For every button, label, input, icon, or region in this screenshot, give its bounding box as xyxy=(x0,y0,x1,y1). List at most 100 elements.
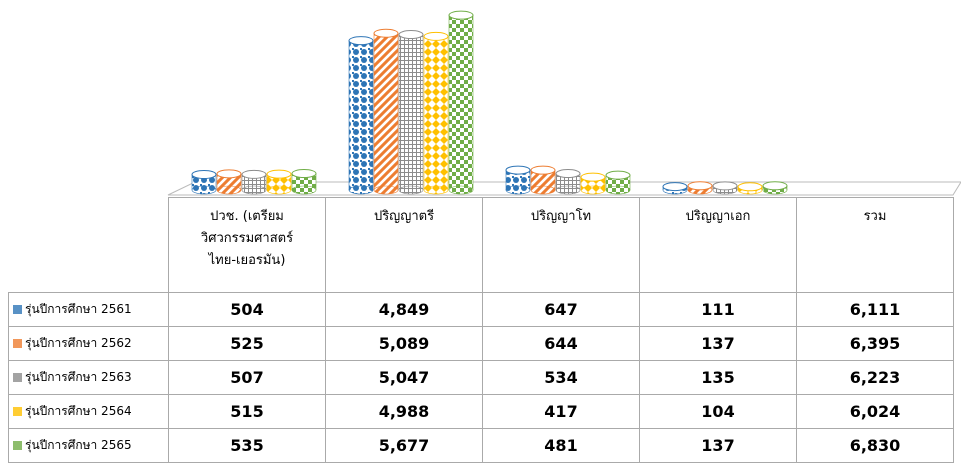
bar xyxy=(216,169,242,195)
value-cell: 6,395 xyxy=(796,326,954,361)
value-cell: 5,089 xyxy=(325,326,483,361)
bar xyxy=(291,169,317,195)
value-cell: 137 xyxy=(639,428,797,463)
legend-key xyxy=(13,305,22,314)
bar-base xyxy=(348,185,374,195)
bar-body xyxy=(348,40,374,191)
bar xyxy=(530,165,556,195)
category-label: รวม xyxy=(796,197,954,293)
bar-top xyxy=(762,181,788,191)
bar xyxy=(373,28,399,195)
value-cell: 6,830 xyxy=(796,428,954,463)
bar-top xyxy=(266,169,292,179)
bar-top xyxy=(505,165,531,175)
legend-key xyxy=(13,339,22,348)
value-cell: 111 xyxy=(639,292,797,327)
category-label: ปวช. (เตรียม วิศวกรรมศาสตร์ ไทย-เยอรมัน) xyxy=(168,197,326,293)
legend-entry: รุ่นปีการศึกษา 2563 xyxy=(8,360,169,395)
bar-base xyxy=(291,185,317,195)
bar-base xyxy=(373,185,399,195)
series-row: รุ่นปีการศึกษา 2562 525 5,089 644 137 6,395 xyxy=(8,326,954,361)
legend-label: รุ่นปีการศึกษา 2563 xyxy=(25,370,132,384)
bar-top xyxy=(712,181,738,191)
bar-base xyxy=(605,185,631,195)
legend-key xyxy=(13,373,22,382)
bar-top xyxy=(291,169,317,179)
bar-top xyxy=(448,10,474,20)
legend-key xyxy=(13,407,22,416)
bar-base xyxy=(555,185,581,195)
bar-top xyxy=(241,169,267,179)
value-cell: 135 xyxy=(639,360,797,395)
value-cell: 4,988 xyxy=(325,394,483,429)
bar-body xyxy=(448,14,474,191)
value-cell: 5,047 xyxy=(325,360,483,395)
value-cell: 137 xyxy=(639,326,797,361)
value-cell: 535 xyxy=(168,428,326,463)
bar-base xyxy=(216,185,242,195)
header-row: ปวช. (เตรียม วิศวกรรมศาสตร์ ไทย-เยอรมัน)… xyxy=(9,197,954,293)
bar-base xyxy=(191,185,217,195)
value-cell: 647 xyxy=(482,292,640,327)
series-row: รุ่นปีการศึกษา 2565 535 5,677 481 137 6,830 xyxy=(8,428,954,463)
bar-base xyxy=(448,185,474,195)
legend-label: รุ่นปีการศึกษา 2564 xyxy=(25,404,132,418)
legend-entry: รุ่นปีการศึกษา 2562 xyxy=(8,326,169,361)
bar-top xyxy=(348,36,374,46)
value-cell: 5,677 xyxy=(325,428,483,463)
bar xyxy=(191,169,217,195)
bar-top xyxy=(216,169,242,179)
bar-top xyxy=(605,170,631,180)
bar-base xyxy=(398,185,424,195)
bar-top xyxy=(191,169,217,179)
bar xyxy=(505,165,531,195)
bar-top xyxy=(423,31,449,41)
category-label: ปริญญาเอก xyxy=(639,197,797,293)
table-body: ปวช. (เตรียม วิศวกรรมศาสตร์ ไทย-เยอรมัน)… xyxy=(8,197,954,463)
value-cell: 4,849 xyxy=(325,292,483,327)
value-cell: 6,223 xyxy=(796,360,954,395)
value-cell: 534 xyxy=(482,360,640,395)
bar xyxy=(737,182,763,195)
legend-label: รุ่นปีการศึกษา 2562 xyxy=(25,336,132,350)
bar xyxy=(266,169,292,195)
bar-top xyxy=(580,172,606,182)
bar-body xyxy=(423,36,449,191)
bar xyxy=(662,182,688,195)
series-row: รุ่นปีการศึกษา 2564 515 4,988 417 104 6,024 xyxy=(8,394,954,429)
bar xyxy=(687,181,713,195)
bar xyxy=(448,10,474,195)
category-label: ปริญญาโท xyxy=(482,197,640,293)
floor xyxy=(167,181,961,196)
value-cell: 104 xyxy=(639,394,797,429)
legend-entry: รุ่นปีการศึกษา 2565 xyxy=(8,428,169,463)
legend-label: รุ่นปีการศึกษา 2561 xyxy=(25,302,132,316)
value-cell: 515 xyxy=(168,394,326,429)
bar-base xyxy=(266,185,292,195)
legend-entry: รุ่นปีการศึกษา 2561 xyxy=(8,292,169,327)
bar xyxy=(241,169,267,195)
value-cell: 525 xyxy=(168,326,326,361)
legend-label: รุ่นปีการศึกษา 2565 xyxy=(25,438,132,452)
bar-base xyxy=(505,185,531,195)
bar-base xyxy=(423,185,449,195)
bar xyxy=(555,169,581,195)
bar xyxy=(605,170,631,195)
bar-top xyxy=(737,182,763,192)
value-cell: 481 xyxy=(482,428,640,463)
bar-body xyxy=(398,34,424,191)
chart xyxy=(167,10,961,196)
series-row: รุ่นปีการศึกษา 2561 504 4,849 647 111 6,111 xyxy=(8,292,954,327)
bar xyxy=(762,181,788,195)
bar-top xyxy=(687,181,713,191)
value-cell: 507 xyxy=(168,360,326,395)
data-table: ปวช. (เตรียม วิศวกรรมศาสตร์ ไทย-เยอรมัน)… xyxy=(8,197,954,463)
bar xyxy=(580,172,606,195)
bar-base xyxy=(241,185,267,195)
series-row: รุ่นปีการศึกษา 2563 507 5,047 534 135 6,223 xyxy=(8,360,954,395)
value-cell: 417 xyxy=(482,394,640,429)
corner xyxy=(9,198,169,293)
value-cell: 644 xyxy=(482,326,640,361)
category-label: ปริญญาตรี xyxy=(325,197,483,293)
